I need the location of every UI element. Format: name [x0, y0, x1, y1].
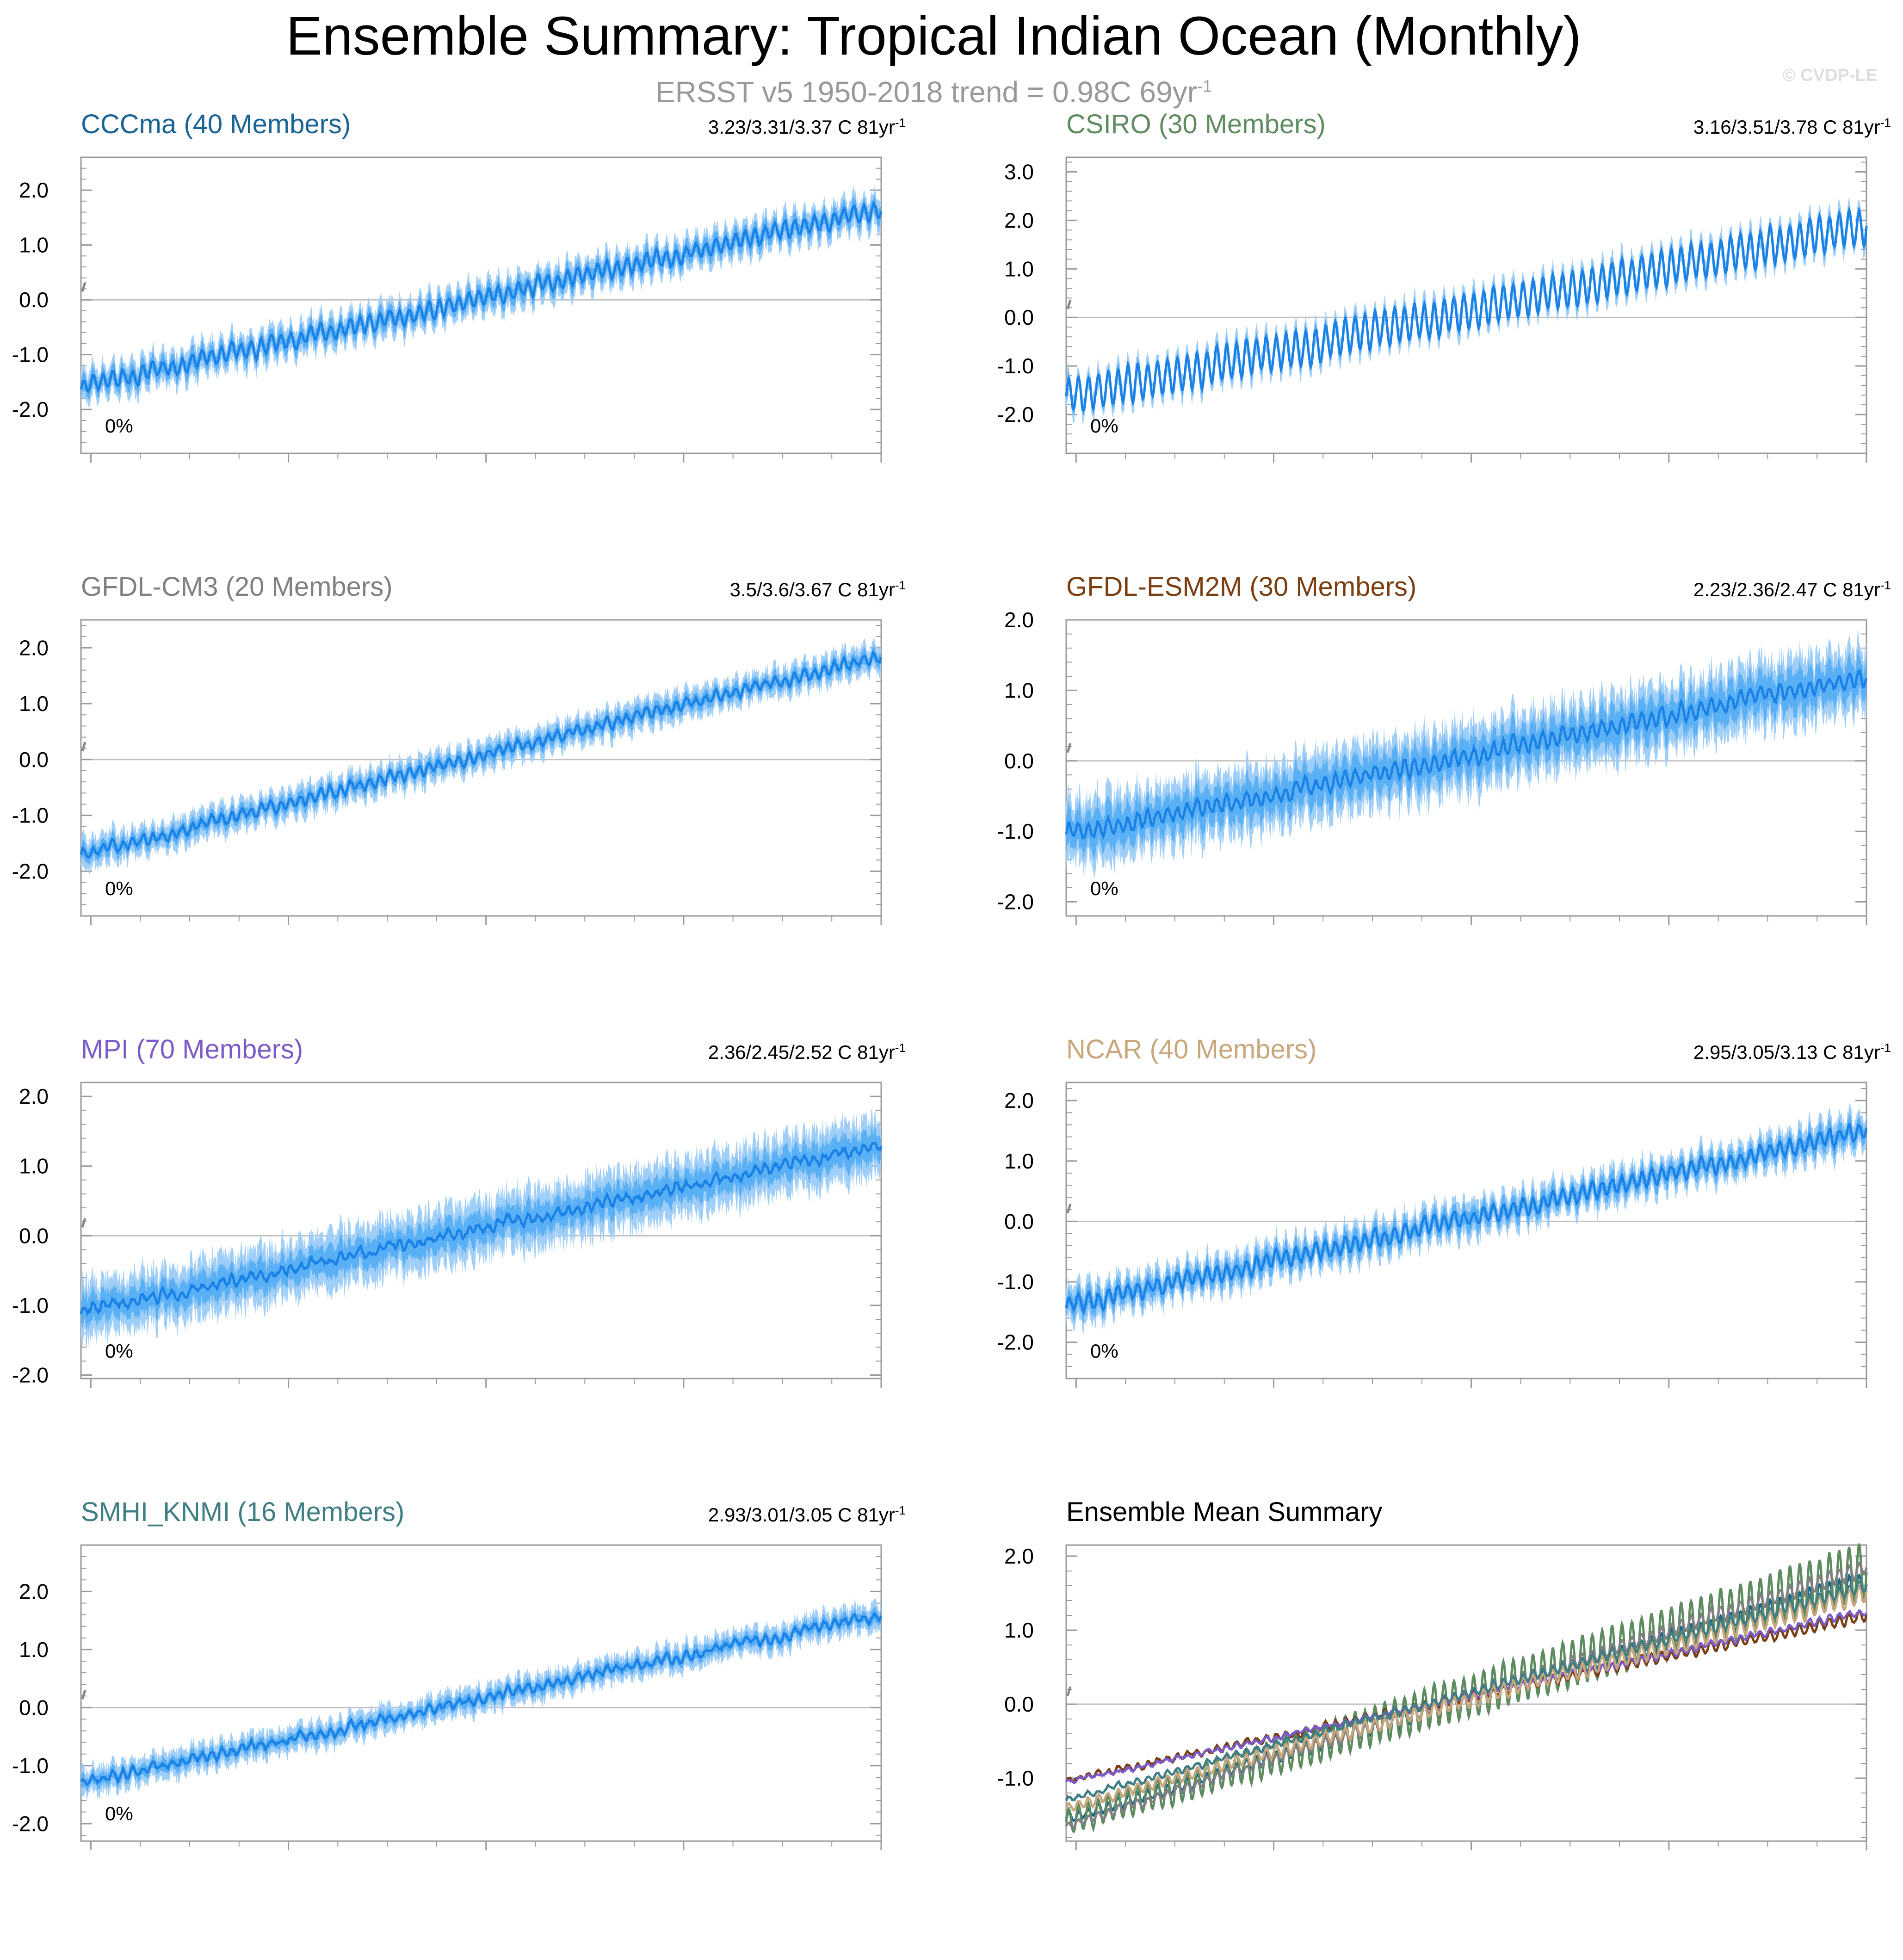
panel-title: GFDL-CM3 (20 Members): [81, 572, 393, 602]
panel-title: SMHI_KNMI (16 Members): [81, 1497, 405, 1527]
y-tick-label: 1.0: [1004, 1149, 1034, 1173]
percent-label: 0%: [105, 1340, 133, 1362]
panel-title: MPI (70 Members): [81, 1034, 303, 1064]
panel-title: GFDL-ESM2M (30 Members): [1066, 572, 1417, 602]
panel-ncar: NCAR (40 Members) 2.95/3.05/3.13 C 81yr-…: [985, 925, 1892, 1475]
trend-label: 3.5/3.6/3.67 C 81yr-1: [729, 578, 906, 600]
ensemble-mean-line: [80, 200, 883, 393]
y-tick-label: -2.0: [12, 1363, 49, 1387]
ensemble-mean-line: [80, 1612, 883, 1786]
y-tick-label: 1.0: [19, 692, 49, 716]
percent-label: 0%: [105, 1803, 133, 1824]
panel-title: CSIRO (30 Members): [1066, 109, 1326, 139]
percent-label: 0%: [105, 878, 133, 899]
y-tick-label: -1.0: [997, 1766, 1034, 1790]
y-tick-label: 0.0: [1004, 305, 1034, 329]
plot-csiro: -2.0-1.00.01.02.03.020202040206020802100…: [997, 156, 1890, 550]
y-tick-label: -1.0: [997, 1270, 1034, 1294]
obs-trend-marker: [1066, 299, 1072, 309]
plot-smhi-knmi: -2.0-1.00.01.02.020202040206020802100Tim…: [12, 1544, 905, 1938]
trend-label: 3.16/3.51/3.78 C 81yr-1: [1693, 116, 1891, 138]
y-tick-label: 1.0: [19, 1154, 49, 1178]
y-tick-label: 0.0: [19, 1224, 49, 1248]
y-tick-label: -1.0: [12, 343, 49, 367]
ensemble-mean-line: [1065, 668, 1868, 840]
y-tick-label: -2.0: [997, 890, 1034, 914]
panel-title: Ensemble Mean Summary: [1066, 1497, 1383, 1527]
plot-gfdl-esm2m: -2.0-1.00.01.02.020202040206020802100Tim…: [997, 608, 1890, 1013]
y-tick-label: -2.0: [12, 859, 49, 883]
panel-csiro: CSIRO (30 Members) 3.16/3.51/3.78 C 81yr…: [985, 0, 1892, 550]
trend-label: 3.23/3.31/3.37 C 81yr-1: [708, 116, 906, 138]
y-tick-label: 0.0: [19, 1695, 49, 1719]
obs-trend-marker: [81, 1689, 86, 1700]
y-tick-label: -1.0: [12, 804, 49, 828]
y-tick-label: -1.0: [12, 1293, 49, 1317]
trend-label: 2.93/3.01/3.05 C 81yr-1: [708, 1503, 906, 1526]
obs-trend-marker: [81, 282, 86, 292]
y-tick-label: 2.0: [19, 1579, 49, 1603]
percent-label: 0%: [1090, 415, 1118, 437]
panel-gfdl-esm2m: GFDL-ESM2M (30 Members) 2.23/2.36/2.47 C…: [985, 463, 1892, 1013]
copyright-watermark: © CVDP-LE: [1782, 66, 1878, 85]
percent-label: 0%: [1090, 878, 1118, 899]
plot-ncar: -2.0-1.00.01.02.020202040206020802100Tim…: [997, 1082, 1890, 1475]
y-tick-label: 2.0: [19, 636, 49, 660]
series-line-ncar: [1065, 1584, 1868, 1812]
y-tick-label: -2.0: [997, 402, 1034, 427]
y-tick-label: 0.0: [19, 748, 49, 772]
y-tick-label: 2.0: [1004, 1088, 1034, 1113]
y-tick-label: 2.0: [1004, 1544, 1034, 1568]
figure-subtitle: ERSST v5 1950-2018 trend = 0.98C 69yr-1: [655, 75, 1212, 109]
y-tick-label: 1.0: [1004, 257, 1034, 281]
percent-label: 0%: [1090, 1340, 1118, 1362]
trend-label: 2.36/2.45/2.52 C 81yr-1: [708, 1041, 906, 1063]
plot-mpi: -2.0-1.00.01.02.020202040206020802100Tim…: [12, 1082, 905, 1475]
y-tick-label: 2.0: [1004, 208, 1034, 232]
y-tick-label: -2.0: [12, 1812, 49, 1836]
panel-ensemble-mean-summary: Ensemble Mean Summary -1.00.01.02.020202…: [985, 1388, 1892, 1938]
trend-label: 2.23/2.36/2.47 C 81yr-1: [1693, 578, 1891, 600]
ensemble-mean-line: [1065, 206, 1868, 413]
obs-trend-marker: [81, 1218, 86, 1228]
y-tick-label: -1.0: [997, 354, 1034, 378]
y-tick-label: 1.0: [19, 233, 49, 257]
panel-title: CCCma (40 Members): [81, 109, 351, 139]
y-tick-label: -1.0: [997, 819, 1034, 843]
panel-smhi-knmi: SMHI_KNMI (16 Members) 2.93/3.01/3.05 C …: [0, 1388, 907, 1938]
panel-mpi: MPI (70 Members) 2.36/2.45/2.52 C 81yr-1…: [0, 925, 907, 1475]
y-tick-label: 0.0: [1004, 1209, 1034, 1233]
y-tick-label: -2.0: [997, 1330, 1034, 1354]
ensemble-mean-line: [80, 1141, 883, 1317]
y-tick-label: 0.0: [19, 288, 49, 312]
panel-gfdl-cm3: GFDL-CM3 (20 Members) 3.5/3.6/3.67 C 81y…: [0, 463, 907, 1013]
y-tick-label: 1.0: [19, 1638, 49, 1662]
trend-label: 2.95/3.05/3.13 C 81yr-1: [1693, 1041, 1891, 1063]
y-tick-label: 2.0: [19, 178, 49, 202]
plot-ensemble-mean-summary: -1.00.01.02.020202040206020802100Time: [997, 1543, 1890, 1938]
ensemble-mean-line: [1065, 1123, 1868, 1316]
y-tick-label: -2.0: [12, 397, 49, 421]
y-tick-label: 0.0: [1004, 749, 1034, 773]
y-tick-label: 0.0: [1004, 1692, 1034, 1716]
obs-trend-marker: [1066, 1686, 1072, 1696]
y-tick-label: -1.0: [12, 1754, 49, 1778]
plot-cccma: -2.0-1.00.01.02.020202040206020802100Tim…: [12, 156, 905, 550]
figure-title: Ensemble Summary: Tropical Indian Ocean …: [286, 6, 1582, 67]
plot-gfdl-cm3: -2.0-1.00.01.02.020202040206020802100Tim…: [12, 619, 905, 1013]
y-tick-label: 1.0: [1004, 678, 1034, 702]
obs-trend-marker: [1066, 743, 1072, 753]
y-tick-label: 2.0: [19, 1084, 49, 1108]
panel-title: NCAR (40 Members): [1066, 1034, 1317, 1064]
obs-trend-marker: [1066, 1203, 1072, 1214]
percent-label: 0%: [105, 415, 133, 437]
panel-cccma: CCCma (40 Members) 3.23/3.31/3.37 C 81yr…: [0, 0, 907, 550]
y-tick-label: 2.0: [1004, 608, 1034, 632]
y-tick-label: 1.0: [1004, 1618, 1034, 1642]
ensemble-mean-line: [80, 650, 883, 859]
series-line-smhi_knmi: [1065, 1579, 1868, 1802]
obs-trend-marker: [81, 742, 86, 752]
y-tick-label: 3.0: [1004, 160, 1034, 184]
